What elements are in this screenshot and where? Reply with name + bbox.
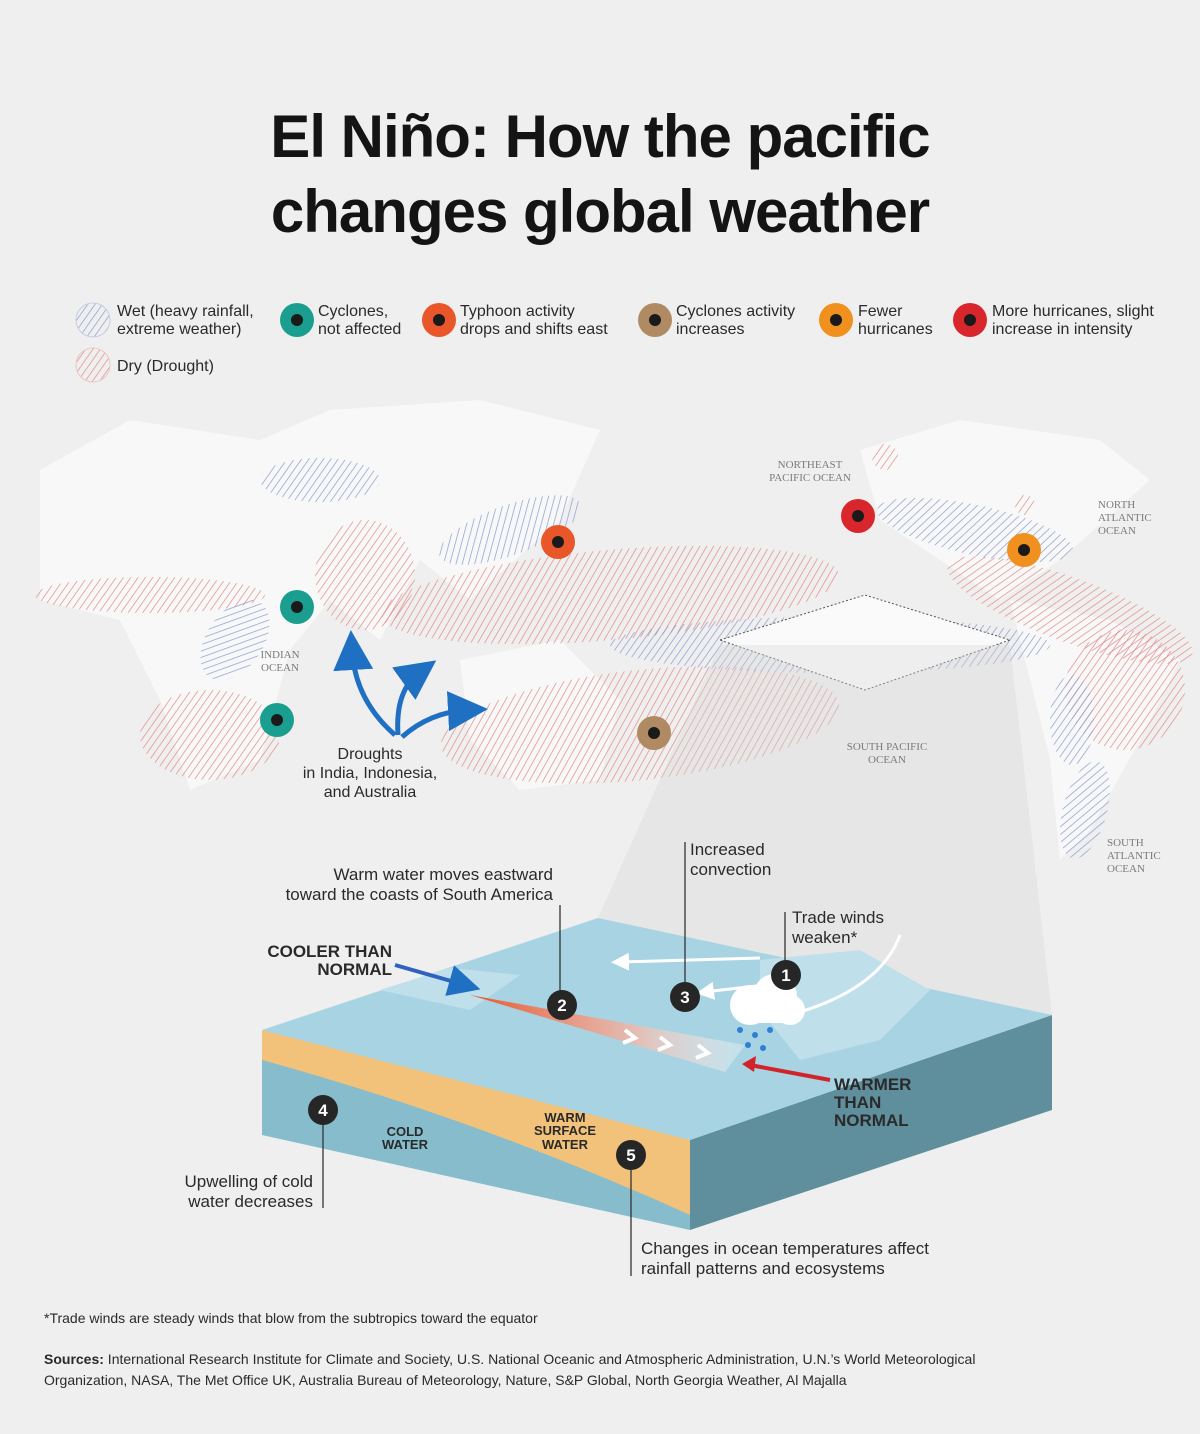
callout-text: Warm water moves eastward toward the coas… [286, 865, 554, 904]
text-line: increases [676, 321, 744, 338]
warmer-label: WARMER THAN NORMAL [834, 1075, 911, 1130]
zoom-area [718, 594, 1012, 691]
text-line: and Australia [324, 784, 417, 801]
text-line: NORMAL [317, 960, 392, 979]
text-line: WATER [542, 1137, 589, 1152]
text-line: SOUTH PACIFIC [847, 741, 928, 753]
text-line: water decreases [187, 1192, 313, 1211]
footnote: *Trade winds are steady winds that blow … [44, 1310, 538, 1326]
text-line: weaken* [791, 928, 858, 947]
text-line: WATER [382, 1137, 429, 1152]
text-line: OCEAN [868, 754, 906, 766]
text-line: Cyclones activity [676, 303, 795, 320]
text-line: THAN [834, 1093, 881, 1112]
ocean-label: SOUTH PACIFIC OCEAN [847, 741, 928, 766]
text-line: convection [690, 860, 771, 879]
text-line: NORMAL [834, 1111, 909, 1130]
text-line: Dry (Drought) [117, 358, 214, 375]
ocean-label: SOUTH ATLANTIC OCEAN [1107, 837, 1161, 875]
text-line: Increased [690, 840, 765, 859]
drought-note: Droughts in India, Indonesia, and Australi… [303, 746, 437, 801]
title: El Niño: How the pacific changes global w… [270, 103, 929, 245]
text-line: International Research Institute for Cli… [104, 1351, 976, 1367]
text-line: Fewer [858, 303, 903, 320]
callout-number: 4 [318, 1101, 328, 1120]
legend-label: Cyclones activity increases [676, 303, 795, 338]
text-line: Wet (heavy rainfall, [117, 303, 254, 320]
callout-text: Increased convection [690, 840, 771, 879]
legend-label: Fewer hurricanes [858, 303, 933, 338]
text-line: extreme weather) [117, 321, 242, 338]
ocean-block [262, 918, 1052, 1230]
callouts: 1 2 3 4 5 Trade winds weaken* Warm water … [184, 840, 929, 1278]
text-line: INDIAN [260, 649, 299, 661]
callout-text: Changes in ocean temperatures affect rain… [641, 1239, 929, 1278]
text-line: Trade winds [792, 908, 884, 927]
sources: Sources: International Research Institut… [44, 1351, 975, 1388]
legend-label: Wet (heavy rainfall, extreme weather) [117, 303, 254, 338]
text-line: WARMER [834, 1075, 911, 1094]
legend-label: Dry (Drought) [117, 358, 214, 375]
text-line: SURFACE [534, 1123, 596, 1138]
legend-label: Typhoon activity drops and shifts east [460, 303, 608, 338]
text-line: Sources: [44, 1351, 104, 1367]
legend: Wet (heavy rainfall, extreme weather) Cyc… [75, 302, 1154, 383]
map-icons [260, 499, 1041, 750]
text-line: Droughts [338, 746, 403, 763]
text-line: OCEAN [1107, 863, 1145, 875]
ocean-label: NORTHEAST PACIFIC OCEAN [769, 459, 851, 484]
cooler-label: COOLER THAN NORMAL [267, 942, 392, 979]
callout-text: Upwelling of cold water decreases [184, 1172, 313, 1211]
text-line: rainfall patterns and ecosystems [641, 1259, 885, 1278]
callout-number: 3 [680, 988, 689, 1007]
text-line: WARM [544, 1110, 585, 1125]
text-line: increase in intensity [992, 321, 1133, 338]
drought-arrows [333, 630, 488, 739]
callout-number: 1 [781, 966, 790, 985]
text-line: More hurricanes, slight [992, 303, 1154, 320]
text-line: OCEAN [1098, 525, 1136, 537]
callout-number: 2 [557, 996, 566, 1015]
zoom-cone [598, 645, 1052, 1015]
text-line: Cyclones, [318, 303, 388, 320]
text-line: Upwelling of cold [184, 1172, 313, 1191]
legend-label: More hurricanes, slight increase in inten… [992, 303, 1154, 338]
title-line: changes global weather [271, 178, 930, 245]
cold-water-label: COLD WATER [382, 1124, 429, 1152]
text-line: PACIFIC OCEAN [769, 472, 851, 484]
text-line: ATLANTIC [1107, 850, 1161, 862]
title-line: El Niño: How the pacific [270, 103, 929, 170]
callout-number: 5 [626, 1146, 635, 1165]
text-line: NORTHEAST [778, 459, 843, 471]
text-line: Warm water moves eastward [334, 865, 553, 884]
text-line: not affected [318, 321, 401, 338]
text-line: hurricanes [858, 321, 933, 338]
text-line: OCEAN [261, 662, 299, 674]
ocean-label: INDIAN OCEAN [260, 649, 299, 674]
text-line: COLD [387, 1124, 424, 1139]
ocean-label: NORTH ATLANTIC OCEAN [1098, 499, 1152, 537]
text-line: COOLER THAN [267, 942, 392, 961]
text-line: NORTH [1098, 499, 1135, 511]
text-line: Changes in ocean temperatures affect [641, 1239, 929, 1258]
legend-label: Cyclones, not affected [318, 303, 401, 338]
callout-text: Trade winds weaken* [791, 908, 884, 947]
text-line: drops and shifts east [460, 321, 608, 338]
text-line: ATLANTIC [1098, 512, 1152, 524]
text-line: Typhoon activity [460, 303, 575, 320]
text-line: SOUTH [1107, 837, 1144, 849]
text-line: in India, Indonesia, [303, 765, 437, 782]
text-line: toward the coasts of South America [286, 885, 554, 904]
text-line: Organization, NASA, The Met Office UK, A… [44, 1372, 847, 1388]
warm-water-label: WARM SURFACE WATER [534, 1110, 596, 1152]
region-blobs [35, 444, 1193, 859]
